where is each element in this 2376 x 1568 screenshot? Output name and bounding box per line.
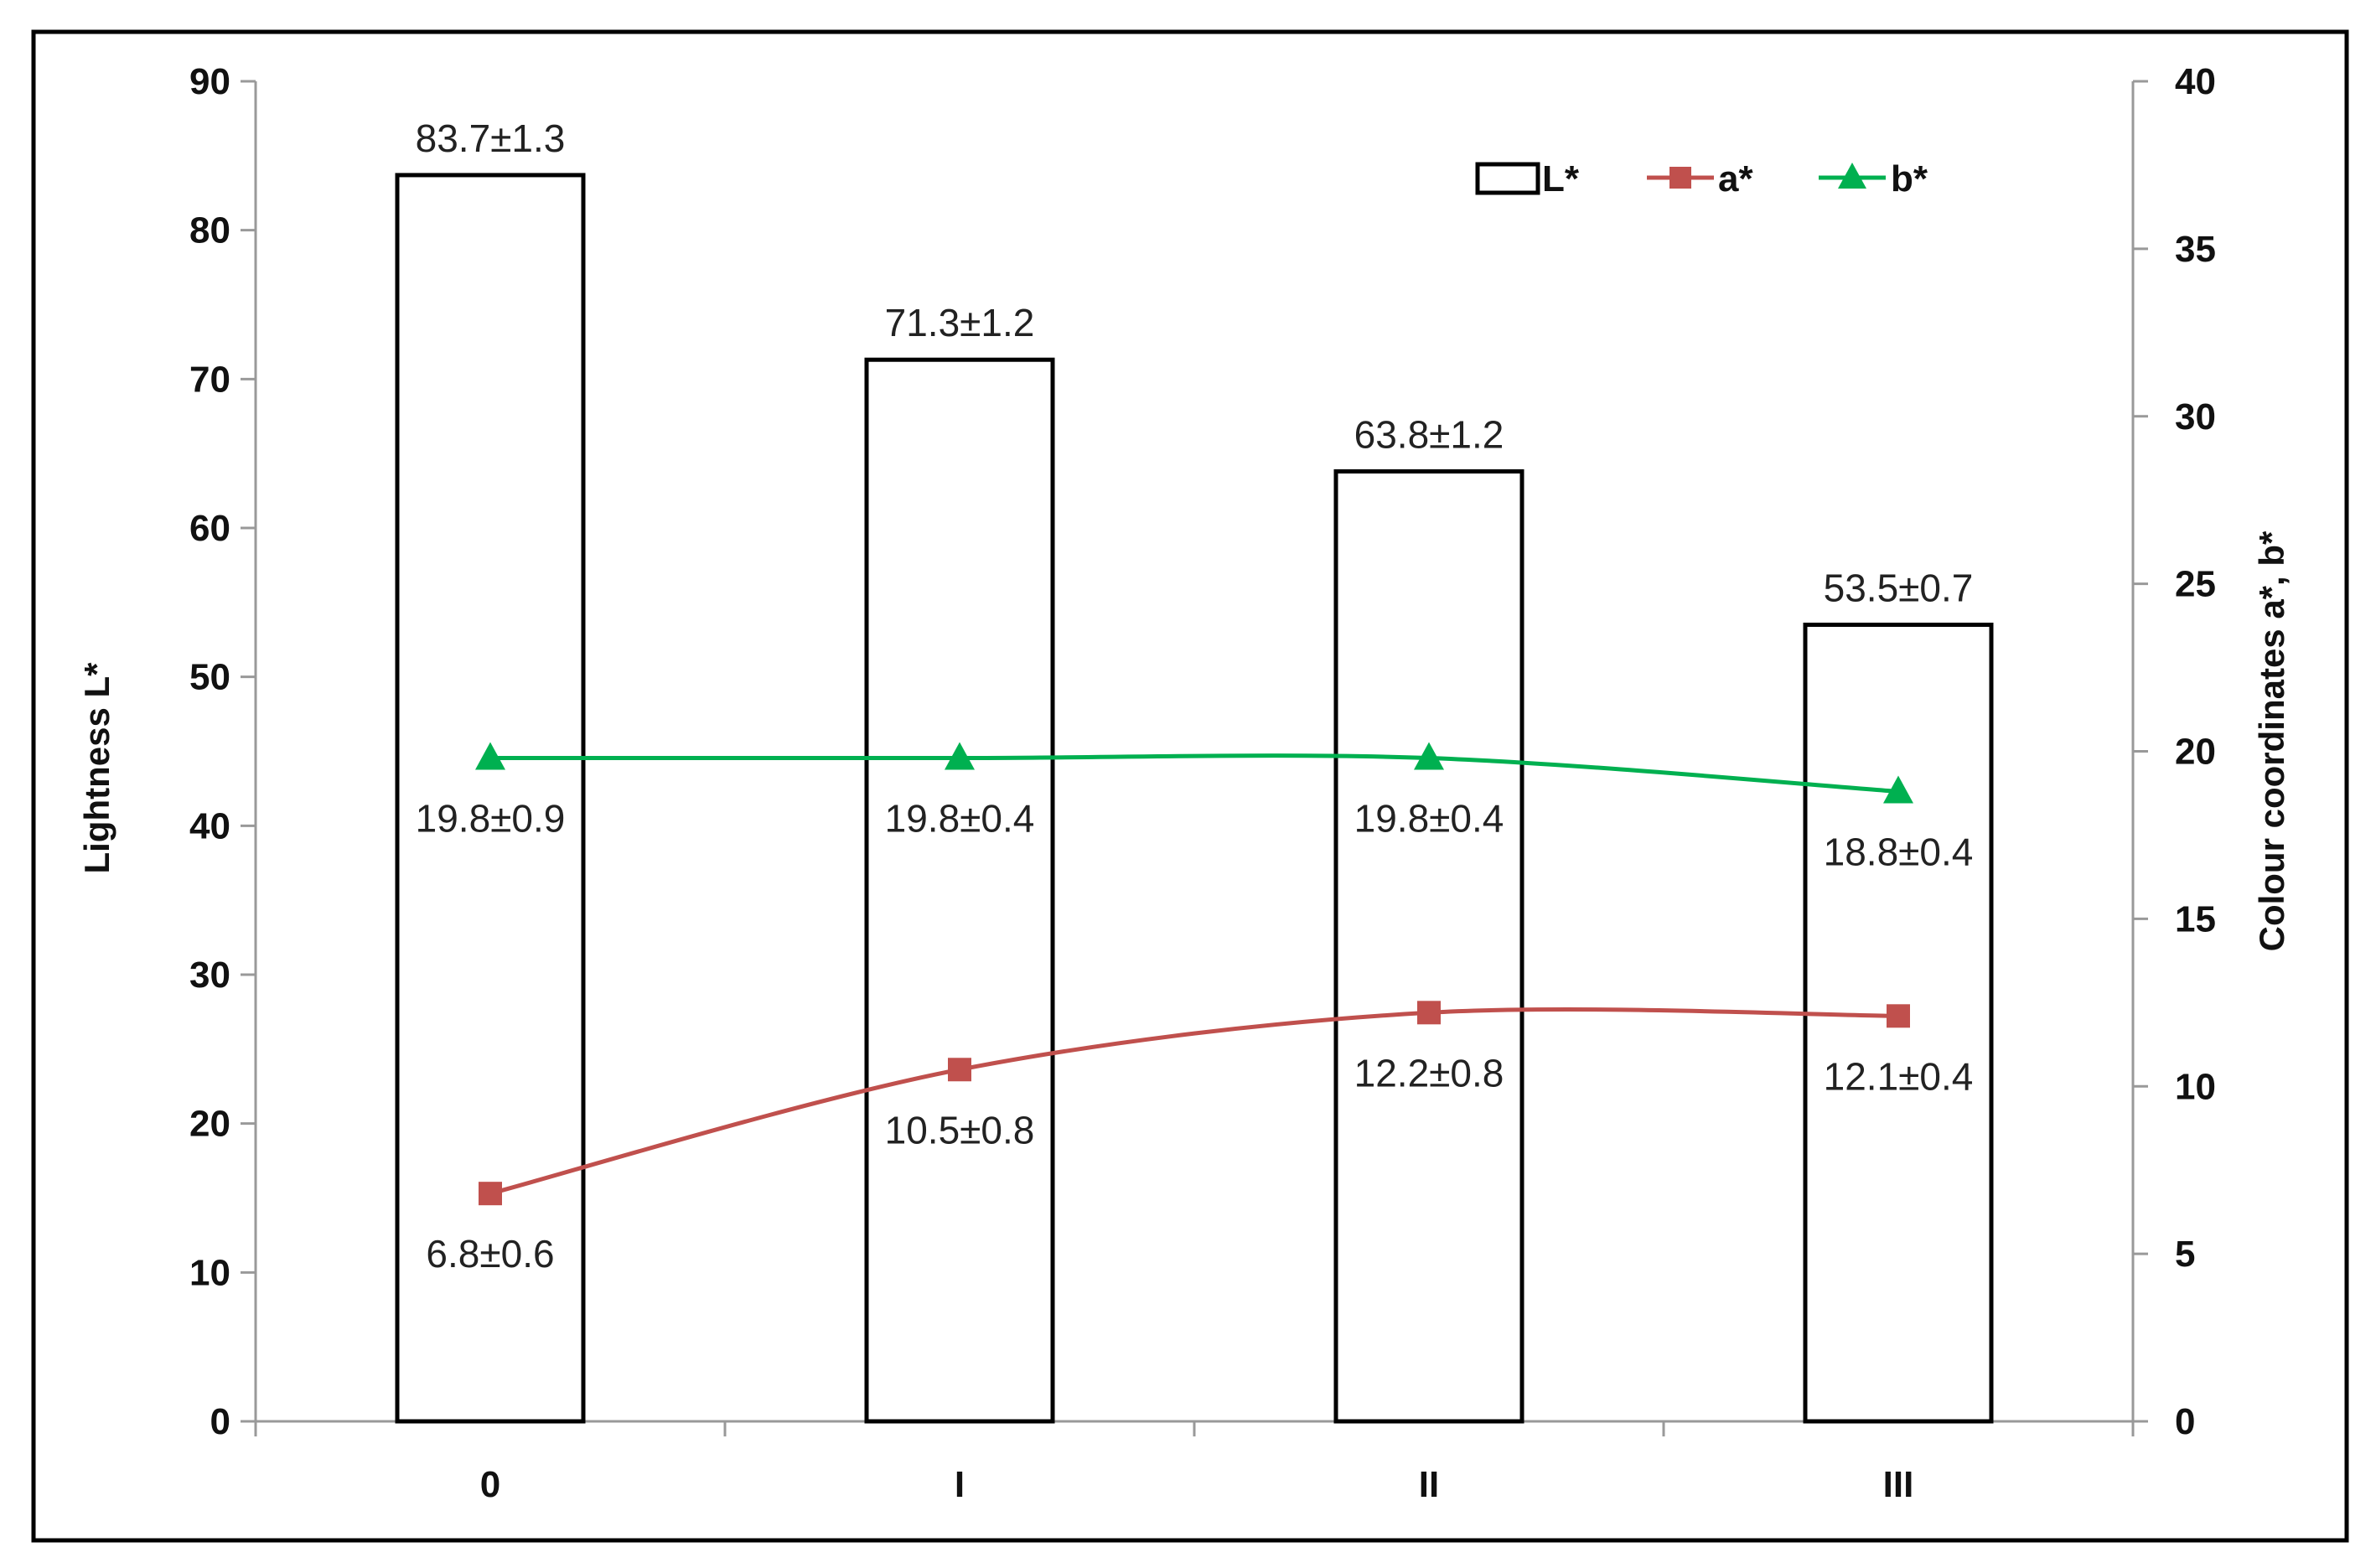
right-tick-label: 10 [2175, 1066, 2216, 1107]
marker-b [1414, 742, 1444, 770]
x-tick-label: III [1883, 1464, 1914, 1505]
bar-l [1333, 468, 1524, 1424]
y-axis-title-left: Lightness L* [77, 662, 116, 874]
legend-marker-b [1838, 163, 1866, 189]
line-a [489, 1007, 1899, 1196]
data-labels: 83.7±1.3 71.3±1.2 63.8±1.2 53.5±0.7 6.8±0.6 1… [416, 116, 1974, 1276]
line-b [490, 753, 1899, 794]
right-tick-label: 15 [2175, 898, 2216, 939]
left-tick-label: 80 [189, 210, 230, 251]
left-tick-label: 70 [189, 359, 230, 400]
left-tick-label: 0 [210, 1401, 230, 1442]
legend-swatch-l [1475, 162, 1540, 195]
y-axis-title-right: Colour coordinates a*, b* [2252, 530, 2291, 951]
marker-a [1417, 1001, 1441, 1025]
point-value-label-b: 18.8±0.4 [1824, 830, 1974, 873]
point-value-label-a: 12.2±0.8 [1354, 1051, 1504, 1094]
left-tick-label: 40 [189, 805, 230, 846]
legend-label-a: a* [1718, 158, 1753, 199]
legend-label-b: b* [1891, 158, 1928, 199]
legend: L* a* b* [1475, 158, 1928, 199]
x-tick-label: 0 [480, 1464, 500, 1505]
marker-a [948, 1058, 971, 1082]
right-tick-label: 30 [2175, 396, 2216, 437]
point-value-label-b: 19.8±0.4 [1354, 796, 1504, 840]
bar-l [864, 357, 1055, 1424]
x-tick-label: II [1419, 1464, 1439, 1505]
left-tick-label: 50 [189, 657, 230, 698]
marker-b [475, 742, 505, 770]
chart-frame [31, 29, 2349, 1543]
point-value-label-a: 10.5±0.8 [885, 1108, 1035, 1151]
point-value-label-a: 12.1±0.4 [1824, 1054, 1974, 1098]
marker-a [479, 1182, 502, 1206]
right-tick-label: 25 [2175, 564, 2216, 605]
left-tick-label: 30 [189, 955, 230, 996]
legend-marker-a [1669, 167, 1691, 189]
point-value-label-a: 6.8±0.6 [426, 1232, 554, 1276]
bar-value-label: 63.8±1.2 [1354, 412, 1504, 456]
point-value-label-b: 19.8±0.4 [885, 796, 1035, 840]
left-tick-label: 60 [189, 508, 230, 549]
x-tick-label: I [955, 1464, 965, 1505]
right-tick-label: 35 [2175, 229, 2216, 270]
bar-l [395, 173, 586, 1424]
marker-b [1883, 775, 1913, 804]
marker-b [945, 742, 975, 770]
bar-series-l [395, 173, 1994, 1424]
left-tick-label: 90 [189, 61, 230, 102]
point-value-label-b: 19.8±0.9 [416, 796, 566, 840]
bar-value-label: 53.5±0.7 [1824, 566, 1974, 609]
bar-value-label: 71.3±1.2 [885, 301, 1035, 344]
line-series [475, 742, 1913, 1206]
left-tick-label: 20 [189, 1104, 230, 1145]
right-tick-label: 5 [2175, 1234, 2195, 1275]
right-tick-label: 0 [2175, 1401, 2195, 1442]
marker-a [1887, 1004, 1910, 1028]
left-tick-label: 10 [189, 1252, 230, 1293]
legend-label-l: L* [1542, 158, 1580, 199]
right-tick-label: 40 [2175, 61, 2216, 102]
right-tick-label: 20 [2175, 732, 2216, 773]
bar-value-label: 83.7±1.3 [416, 116, 566, 160]
